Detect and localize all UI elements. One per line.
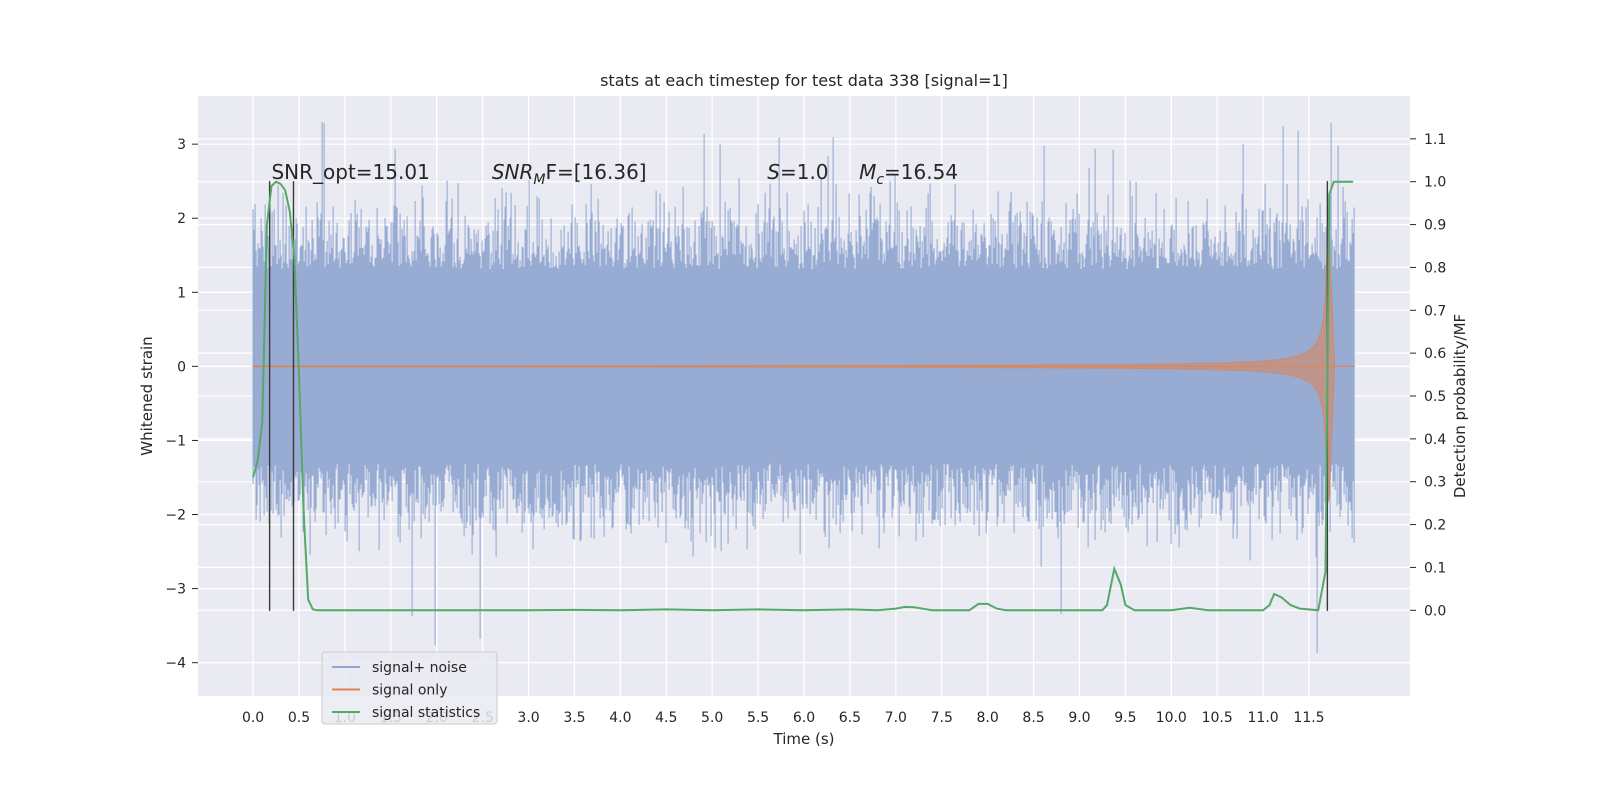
annotation-text: Mc=16.54	[859, 160, 958, 188]
y-axis-right-label: Detection probability/MF	[1451, 314, 1469, 498]
y-tick-label: −4	[165, 656, 186, 672]
x-tick-label: 6.0	[793, 710, 815, 726]
y-tick-label: −2	[165, 508, 186, 524]
y-tick-label: −3	[165, 582, 186, 598]
series-signal-statistics	[252, 180, 1354, 612]
noise-trace	[252, 121, 1355, 653]
x-tick-label: 8.0	[977, 710, 999, 726]
series-signal-only	[252, 228, 1355, 504]
x-tick-label: 3.5	[563, 710, 585, 726]
y-right-tick-label: 0.0	[1424, 603, 1446, 619]
x-tick-label: 7.0	[885, 710, 907, 726]
x-tick-label: 4.0	[609, 710, 631, 726]
x-tick-label: 11.0	[1248, 710, 1279, 726]
y-axis-label: Whitened strain	[138, 336, 156, 455]
x-tick-label: 4.5	[655, 710, 677, 726]
y-right-tick-label: 0.6	[1424, 346, 1446, 362]
x-axis-label: Time (s)	[773, 730, 835, 748]
annotation-text: SNRMF=[16.36]	[492, 160, 647, 188]
y-right-tick-label: 0.1	[1424, 560, 1446, 576]
x-tick-label: 0.5	[288, 710, 310, 726]
x-tick-label: 9.0	[1068, 710, 1090, 726]
x-tick-label: 9.5	[1114, 710, 1136, 726]
legend-label: signal only	[372, 683, 447, 699]
x-tick-label: 6.5	[839, 710, 861, 726]
y-right-tick-label: 0.7	[1424, 303, 1446, 319]
statistics-line	[252, 180, 1354, 612]
x-tick-label: 11.5	[1293, 710, 1324, 726]
x-tick-label: 10.0	[1156, 710, 1187, 726]
y-right-tick-label: 1.0	[1424, 175, 1446, 191]
x-tick-label: 5.5	[747, 710, 769, 726]
y-right-tick-label: 0.4	[1424, 432, 1446, 448]
legend-label: signal+ noise	[372, 660, 467, 676]
x-tick-label: 7.5	[931, 710, 953, 726]
legend: signal+ noise signal only signal statistic…	[321, 651, 498, 725]
y-right-tick-label: 0.5	[1424, 389, 1446, 405]
y-tick-label: 2	[177, 211, 186, 227]
annotations: SNR_opt=15.01 SNRMF=[16.36] S=1.0 Mc=16.54	[271, 160, 958, 188]
y-right-tick-label: 0.2	[1424, 518, 1446, 534]
chart-title: stats at each timestep for test data 338…	[600, 71, 1008, 90]
y-tick-label: 1	[177, 285, 186, 301]
x-tick-label: 3.0	[517, 710, 539, 726]
legend-box	[321, 651, 498, 725]
y-right-tick-label: 0.8	[1424, 260, 1446, 276]
y-right-tick-label: 0.9	[1424, 218, 1446, 234]
legend-label: signal statistics	[372, 705, 480, 721]
x-tick-label: 8.5	[1022, 710, 1044, 726]
x-tick-label: 0.0	[242, 710, 264, 726]
annotation-text: S=1.0	[767, 160, 828, 184]
y-tick-label: −1	[165, 433, 186, 449]
y-tick-label: 3	[177, 137, 186, 153]
annotation-text: SNR_opt=15.01	[271, 160, 429, 184]
x-tick-label: 5.0	[701, 710, 723, 726]
x-tick-label: 10.5	[1202, 710, 1233, 726]
series-signal-noise	[252, 121, 1355, 653]
y-tick-label: 0	[177, 359, 186, 375]
y-right-tick-label: 0.3	[1424, 475, 1446, 491]
y-right-tick-label: 1.1	[1424, 132, 1446, 148]
